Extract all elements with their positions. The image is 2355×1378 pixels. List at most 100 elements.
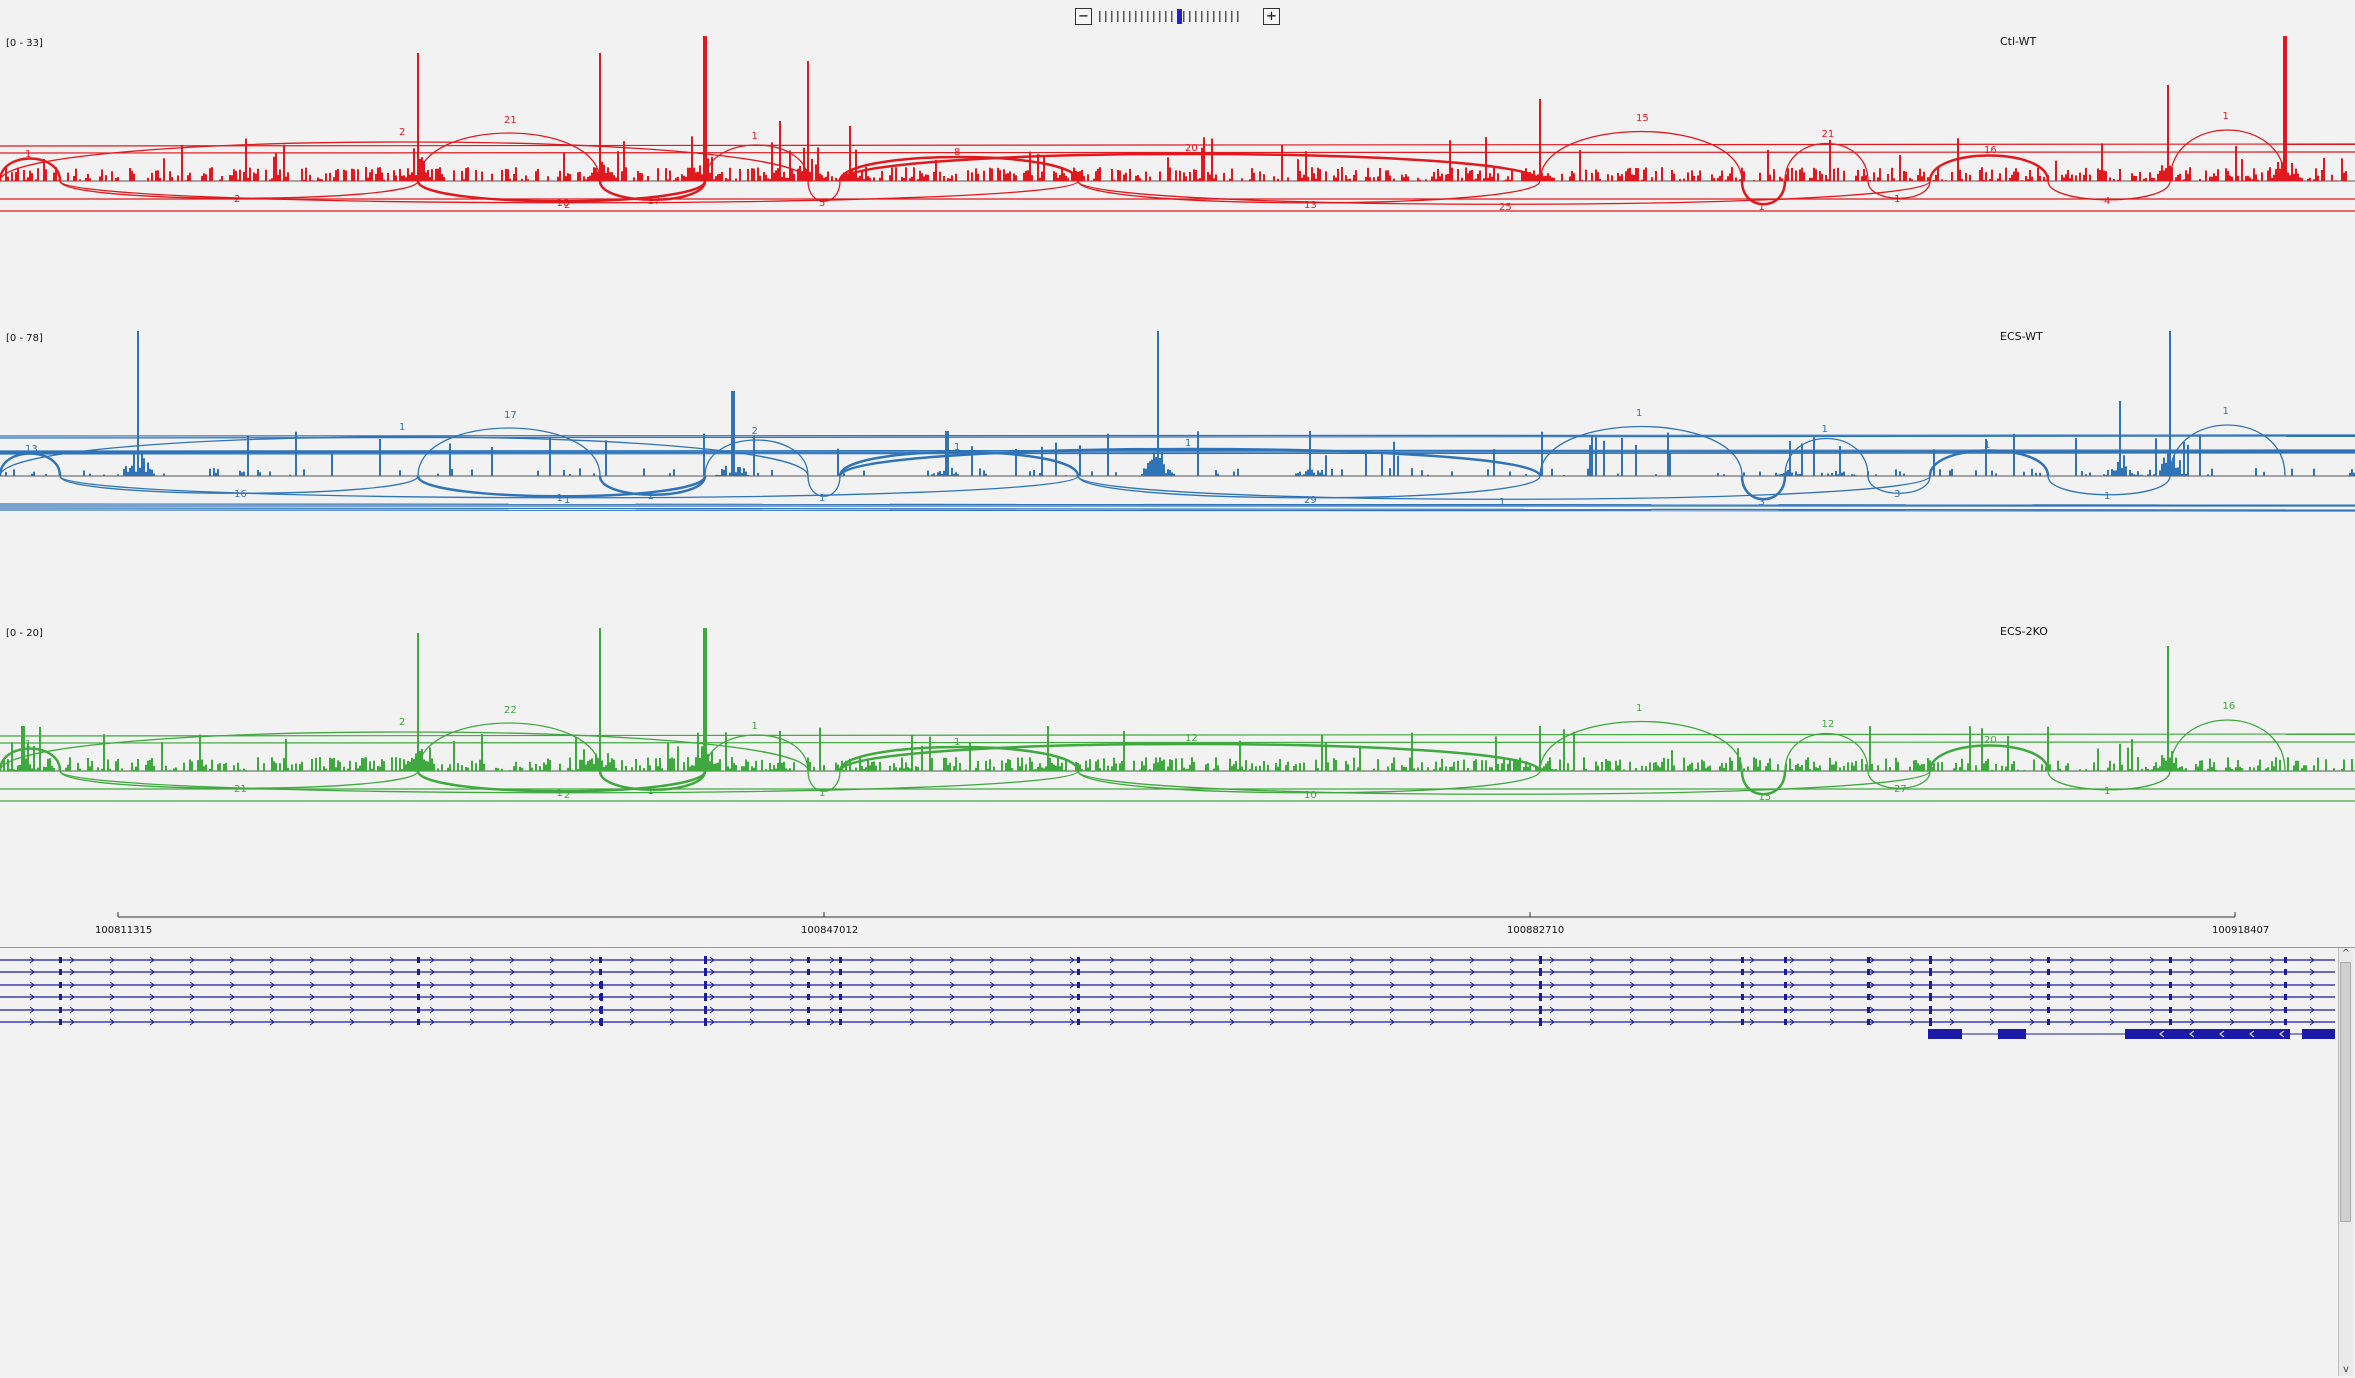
- scroll-up-arrow-icon[interactable]: ^: [2341, 948, 2351, 959]
- zoom-tick[interactable]: [1111, 10, 1113, 22]
- transcript-row[interactable]: [0, 1006, 2335, 1014]
- junction-count-label: 16: [1984, 145, 1997, 156]
- zoom-tick[interactable]: [1117, 10, 1119, 22]
- zoom-tick[interactable]: [1165, 10, 1167, 22]
- junction-count-label: 2: [399, 717, 405, 728]
- junction-count-label: 1: [1636, 703, 1642, 714]
- junction-count-label: 12: [1822, 719, 1835, 730]
- junction-count-label: 2: [399, 127, 405, 138]
- junction-count-label: 25: [1499, 202, 1512, 213]
- zoom-tick[interactable]: [1237, 10, 1239, 22]
- zoom-tick[interactable]: [1225, 10, 1227, 22]
- junction-count-label: 1: [1185, 438, 1191, 449]
- junction-count-label: 1: [1499, 497, 1505, 508]
- zoom-tick[interactable]: [1141, 10, 1143, 22]
- coverage-histogram: [5, 36, 2347, 181]
- junction-count-label: 10: [557, 198, 570, 209]
- track-range-label: [0 - 20]: [6, 628, 43, 639]
- junction-count-label: 5: [819, 198, 825, 209]
- vertical-scrollbar[interactable]: ^ v: [2338, 948, 2353, 1376]
- junction-count-label: 1: [557, 493, 563, 504]
- junction-count-label: 1: [2104, 786, 2110, 797]
- reverse-transcript[interactable]: [1928, 1029, 2335, 1039]
- junction-count-label: 20: [1984, 735, 1997, 746]
- junction-count-label: 1: [819, 493, 825, 504]
- junction-count-label: 22: [504, 705, 517, 716]
- zoom-tick[interactable]: [1171, 10, 1173, 22]
- junction-count-label: 1: [2104, 491, 2110, 502]
- zoom-control[interactable]: − +: [1075, 5, 1280, 27]
- zoom-tick[interactable]: [1207, 10, 1209, 22]
- zoom-level-slider[interactable]: [1096, 8, 1259, 25]
- zoom-tick[interactable]: [1105, 10, 1107, 22]
- coverage-tracks-panel[interactable]: [0 - 33] Ctl-WT12211715813151211164110222…: [0, 0, 2355, 947]
- junction-count-label: 1: [648, 491, 654, 502]
- junction-count-label: 13: [25, 444, 38, 455]
- zoom-tick[interactable]: [1147, 10, 1149, 22]
- genomic-ruler: 100811315 100847012 100882710 100918407: [95, 912, 2269, 936]
- junction-count-label: 1: [1636, 408, 1642, 419]
- zoom-tick[interactable]: [1201, 10, 1203, 22]
- track-range-label: [0 - 33]: [6, 38, 43, 49]
- junction-count-label: 2: [564, 200, 570, 211]
- junction-count-label: 3: [1894, 489, 1900, 500]
- zoom-tick[interactable]: [1213, 10, 1215, 22]
- transcript-row[interactable]: [0, 956, 2335, 964]
- junction-count-label: 29: [1304, 495, 1317, 506]
- junction-count-label: 2: [752, 426, 758, 437]
- gene-annotation-panel[interactable]: ^ v: [0, 947, 2355, 1377]
- zoom-in-button[interactable]: +: [1263, 7, 1280, 25]
- junction-count-label: 1: [399, 422, 405, 433]
- zoom-out-button[interactable]: −: [1075, 7, 1092, 25]
- transcript-row[interactable]: [0, 968, 2335, 976]
- scrollbar-thumb[interactable]: [2340, 962, 2351, 1222]
- junction-count-label: 15: [1759, 792, 1772, 803]
- ruler-tick-label: 100882710: [1507, 925, 1564, 936]
- zoom-tick[interactable]: [1231, 10, 1233, 22]
- splice-junctions[interactable]: 122117158131512111641102220252729: [0, 111, 2355, 220]
- junction-count-label: 16: [234, 489, 247, 500]
- junction-count-label: 21: [504, 115, 517, 126]
- track-ctl[interactable]: [0 - 33] Ctl-WT12211715813151211164110222…: [0, 35, 2355, 220]
- splice-junctions[interactable]: 1316171211291313111111111: [0, 406, 2355, 515]
- junction-count-label: 20: [1185, 143, 1198, 154]
- zoom-tick[interactable]: [1177, 8, 1182, 24]
- junction-count-label: 1: [2223, 406, 2229, 417]
- junction-count-label: 15: [1636, 113, 1649, 124]
- junction-count-label: 1: [1759, 202, 1765, 213]
- junction-count-label: 2: [564, 790, 570, 801]
- zoom-tick[interactable]: [1153, 10, 1155, 22]
- junction-count-label: 13: [1304, 200, 1317, 211]
- junction-count-label: 1: [752, 721, 758, 732]
- ruler-tick-label: 100847012: [801, 925, 858, 936]
- track-ko[interactable]: [0 - 20] ECS-2KO1212211111011512272011612…: [0, 625, 2355, 803]
- zoom-tick[interactable]: [1195, 10, 1197, 22]
- zoom-tick[interactable]: [1159, 10, 1161, 22]
- scroll-down-arrow-icon[interactable]: v: [2343, 1364, 2349, 1375]
- transcript-row[interactable]: [0, 993, 2335, 1001]
- zoom-tick[interactable]: [1129, 10, 1131, 22]
- junction-count-label: 16: [2223, 701, 2236, 712]
- track-range-label: [0 - 78]: [6, 333, 43, 344]
- transcript-row[interactable]: [0, 1018, 2335, 1026]
- zoom-tick[interactable]: [1183, 10, 1185, 22]
- track-name-label: ECS-2KO: [2000, 625, 2048, 638]
- zoom-tick[interactable]: [1219, 10, 1221, 22]
- zoom-tick[interactable]: [1099, 10, 1101, 22]
- zoom-tick[interactable]: [1189, 10, 1191, 22]
- junction-count-label: 12: [1185, 733, 1198, 744]
- junction-count-label: 10: [1304, 790, 1317, 801]
- gene-transcripts-track[interactable]: [0, 948, 2335, 1368]
- junction-count-label: 3: [1759, 497, 1765, 508]
- junction-count-label: 1: [954, 442, 960, 453]
- coverage-histogram: [5, 331, 2355, 476]
- junction-count-label: 1: [25, 149, 31, 160]
- junction-count-label: 1: [2223, 111, 2229, 122]
- zoom-tick[interactable]: [1123, 10, 1125, 22]
- track-ecs[interactable]: [0 - 78]ECS-WT1316171211291313111111111: [0, 330, 2355, 515]
- junction-count-label: 17: [504, 410, 517, 421]
- zoom-tick[interactable]: [1135, 10, 1137, 22]
- transcript-row[interactable]: [0, 981, 2335, 989]
- junction-count-label: 1: [1822, 424, 1828, 435]
